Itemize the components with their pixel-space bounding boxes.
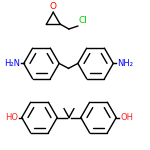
Text: HO: HO <box>5 113 18 122</box>
Text: Cl: Cl <box>79 16 88 25</box>
Text: O: O <box>50 2 57 11</box>
Text: H₂N: H₂N <box>4 59 20 68</box>
Text: NH₂: NH₂ <box>117 59 133 68</box>
Text: OH: OH <box>120 113 133 122</box>
